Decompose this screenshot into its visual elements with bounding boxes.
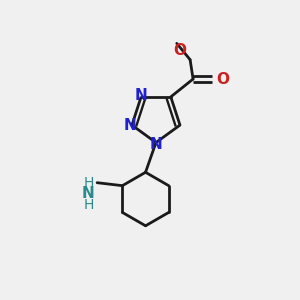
Text: N: N bbox=[150, 136, 162, 152]
Text: O: O bbox=[173, 43, 187, 58]
Text: N: N bbox=[124, 118, 137, 133]
Text: N: N bbox=[81, 187, 94, 202]
Text: H: H bbox=[84, 176, 94, 190]
Text: O: O bbox=[216, 71, 229, 86]
Text: N: N bbox=[135, 88, 148, 103]
Text: H: H bbox=[84, 198, 94, 212]
